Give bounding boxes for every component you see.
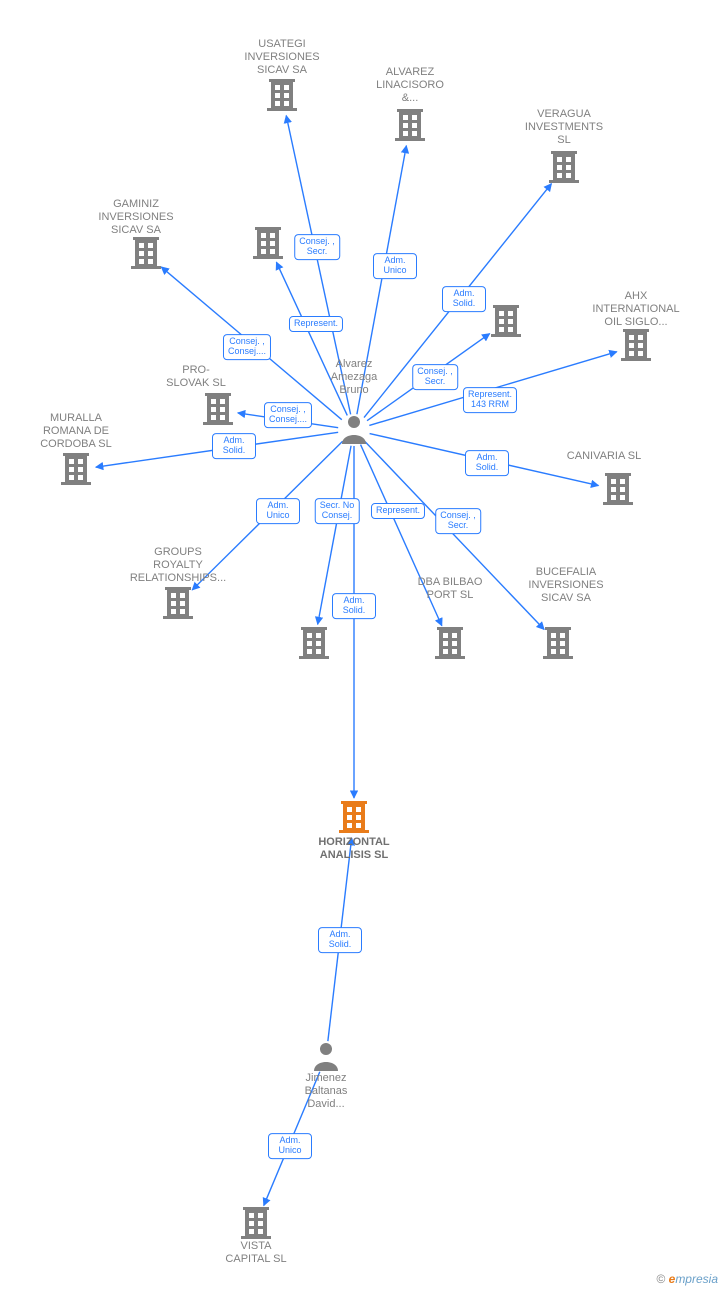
company-label-vista[interactable]: VISTA CAPITAL SL — [225, 1240, 286, 1266]
building-icon — [339, 801, 369, 833]
building-icon — [241, 1207, 271, 1239]
company-label-usategi[interactable]: USATEGI INVERSIONES SICAV SA — [244, 38, 319, 78]
network-svg — [0, 0, 728, 1290]
edge-label[interactable]: Consej. , Secr. — [412, 364, 458, 390]
edge-label[interactable]: Adm. Solid. — [465, 450, 509, 476]
company-label-gaminiz[interactable]: GAMINIZ INVERSIONES SICAV SA — [98, 198, 173, 238]
brand-rest: mpresia — [675, 1272, 718, 1286]
company-label-bucefalia[interactable]: BUCEFALIA INVERSIONES SICAV SA — [528, 566, 603, 606]
edge-label[interactable]: Consej. , Consej.... — [223, 334, 271, 360]
edge-label[interactable]: Adm. Solid. — [442, 286, 486, 312]
building-icon — [131, 237, 161, 269]
building-icon — [203, 393, 233, 425]
company-label-horizontal[interactable]: HORIZONTAL ANALISIS SL — [318, 836, 389, 862]
person-icon — [314, 1043, 338, 1071]
company-label-ahx[interactable]: AHX INTERNATIONAL OIL SIGLO... — [592, 290, 679, 330]
building-icon — [299, 627, 329, 659]
building-icon — [543, 627, 573, 659]
company-label-groups[interactable]: GROUPS ROYALTY RELATIONSHIPS... — [130, 546, 226, 586]
copyright-symbol: © — [656, 1272, 665, 1286]
edge-label[interactable]: Represent. — [371, 503, 425, 519]
building-icon — [435, 627, 465, 659]
company-label-proslovak[interactable]: PRO- SLOVAK SL — [166, 364, 226, 390]
edge-label[interactable]: Adm. Unico — [268, 1133, 312, 1159]
edge-label[interactable]: Adm. Solid. — [212, 433, 256, 459]
building-icon — [267, 79, 297, 111]
company-label-alv_lin[interactable]: ALVAREZ LINACISORO &... — [376, 66, 444, 106]
building-icon — [621, 329, 651, 361]
building-icon — [549, 151, 579, 183]
building-icon — [491, 305, 521, 337]
edge-label[interactable]: Adm. Solid. — [318, 927, 362, 953]
edge-label[interactable]: Adm. Solid. — [332, 593, 376, 619]
company-label-dba[interactable]: DBA BILBAO PORT SL — [418, 576, 483, 602]
edge-label[interactable]: Consej. , Secr. — [294, 234, 340, 260]
building-icon — [61, 453, 91, 485]
edge-label[interactable]: Adm. Unico — [256, 498, 300, 524]
edge-label[interactable]: Adm. Unico — [373, 253, 417, 279]
edge-label[interactable]: Secr. No Consej. — [315, 498, 360, 524]
building-icon — [603, 473, 633, 505]
company-label-muralla[interactable]: MURALLA ROMANA DE CORDOBA SL — [40, 412, 112, 452]
building-icon — [395, 109, 425, 141]
building-icon — [163, 587, 193, 619]
watermark: © empresia — [656, 1272, 718, 1286]
person-icon — [342, 416, 366, 444]
edge-label[interactable]: Consej. , Secr. — [435, 508, 481, 534]
company-label-canivaria[interactable]: CANIVARIA SL — [567, 450, 641, 463]
building-icon — [253, 227, 283, 259]
edge-label[interactable]: Represent. — [289, 316, 343, 332]
edge-label[interactable]: Represent. 143 RRM — [463, 387, 517, 413]
company-label-veragua[interactable]: VERAGUA INVESTMENTS SL — [525, 108, 603, 148]
person-label-jimenez[interactable]: Jimenez Baltanas David... — [305, 1072, 348, 1112]
edge-label[interactable]: Consej. , Consej.... — [264, 402, 312, 428]
person-label-alvarez[interactable]: Alvarez Amezaga Bruno — [331, 358, 377, 398]
